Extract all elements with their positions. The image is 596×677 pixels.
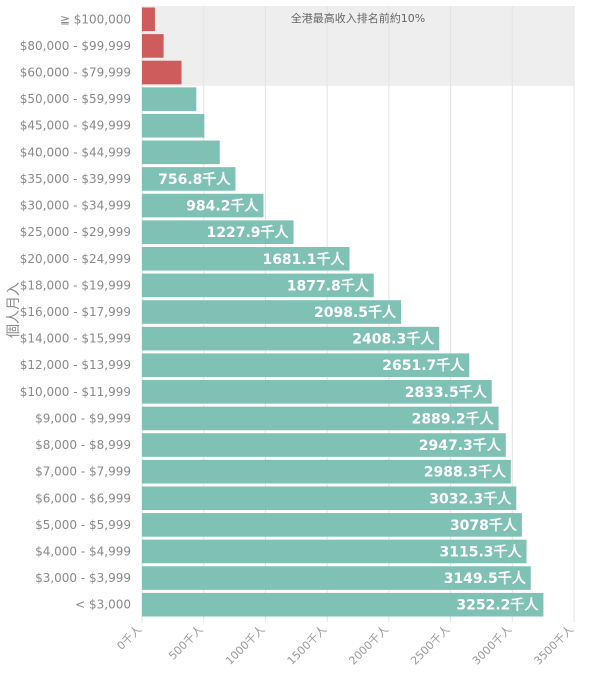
bar-13	[142, 353, 470, 378]
category-label-9: $20,000 - $24,999	[20, 252, 131, 266]
bar-18	[142, 486, 517, 511]
category-label-13: $12,000 - $13,999	[20, 358, 131, 372]
data-label-11: 2098.5千人	[314, 304, 397, 321]
bar-2	[142, 60, 182, 85]
x-tick-label-4: 2000千人	[346, 623, 391, 668]
data-label-20: 3115.3千人	[439, 543, 522, 560]
category-label-22: < $3,000	[75, 598, 131, 612]
y-axis-title: 個人月入	[6, 282, 22, 338]
x-tick-label-2: 1000千人	[223, 623, 268, 668]
data-label-10: 1877.8千人	[287, 277, 370, 294]
bar-1	[142, 34, 164, 58]
data-label-8: 1227.9千人	[207, 224, 290, 241]
data-label-14: 2833.5千人	[405, 384, 488, 401]
bar-3	[142, 87, 197, 111]
bar-5	[142, 140, 220, 165]
data-label-15: 2889.2千人	[412, 410, 495, 427]
bar-14	[142, 380, 492, 404]
category-label-8: $25,000 - $29,999	[20, 225, 131, 239]
bar-6	[142, 167, 236, 191]
category-label-1: $80,000 - $99,999	[20, 39, 131, 53]
x-tick-label-0: 0千人	[114, 623, 144, 653]
bar-20	[142, 539, 527, 564]
data-label-9: 1681.1千人	[262, 251, 345, 268]
bar-12	[142, 326, 440, 351]
bar-9	[142, 246, 350, 271]
category-label-4: $45,000 - $49,999	[20, 119, 131, 133]
category-label-5: $40,000 - $44,999	[20, 145, 131, 159]
bar-21	[142, 566, 531, 590]
data-label-12: 2408.3千人	[352, 331, 435, 348]
x-tick-label-3: 1500千人	[285, 623, 330, 668]
category-label-2: $60,000 - $79,999	[20, 66, 131, 80]
bar-8	[142, 220, 294, 244]
x-tick-label-5: 2500千人	[408, 623, 453, 668]
category-label-18: $6,000 - $6,999	[35, 491, 131, 505]
category-label-21: $3,000 - $3,999	[35, 571, 131, 585]
category-label-14: $10,000 - $11,999	[20, 385, 131, 399]
bar-4	[142, 113, 205, 138]
bar-22	[142, 592, 544, 617]
bar-17	[142, 459, 511, 484]
data-label-19: 3078千人	[450, 517, 518, 534]
category-label-20: $4,000 - $4,999	[35, 544, 131, 558]
bar-10	[142, 273, 374, 298]
data-label-7: 984.2千人	[186, 198, 259, 215]
category-label-10: $18,000 - $19,999	[20, 278, 131, 292]
bar-15	[142, 406, 499, 431]
data-label-16: 2947.3千人	[419, 437, 502, 454]
category-label-11: $16,000 - $17,999	[20, 305, 131, 319]
category-label-7: $30,000 - $34,999	[20, 199, 131, 213]
category-label-3: $50,000 - $59,999	[20, 92, 131, 106]
category-label-16: $8,000 - $8,999	[35, 438, 131, 452]
bar-11	[142, 300, 402, 324]
bar-16	[142, 433, 506, 457]
bar-7	[142, 193, 264, 218]
highlight-band	[142, 6, 574, 86]
data-label-18: 3032.3千人	[429, 490, 512, 507]
x-tick-label-7: 3500千人	[532, 623, 577, 668]
x-tick-label-1: 500千人	[166, 623, 206, 663]
data-label-22: 3252.2千人	[456, 597, 539, 614]
category-label-19: $5,000 - $5,999	[35, 518, 131, 532]
bar-0	[142, 7, 155, 32]
top-earners-annotation: 全港最高收入排名前約10%	[291, 11, 425, 25]
category-label-12: $14,000 - $15,999	[20, 332, 131, 346]
x-tick-label-6: 3000千人	[470, 623, 515, 668]
data-label-21: 3149.5千人	[444, 570, 527, 587]
category-label-6: $35,000 - $39,999	[20, 172, 131, 186]
data-label-6: 756.8千人	[158, 171, 231, 188]
category-label-15: $9,000 - $9,999	[35, 411, 131, 425]
category-label-0: ≧ $100,000	[60, 12, 131, 26]
category-label-17: $7,000 - $7,999	[35, 465, 131, 479]
data-label-17: 2988.3千人	[424, 464, 507, 481]
bar-19	[142, 513, 522, 537]
data-label-13: 2651.7千人	[382, 357, 465, 374]
